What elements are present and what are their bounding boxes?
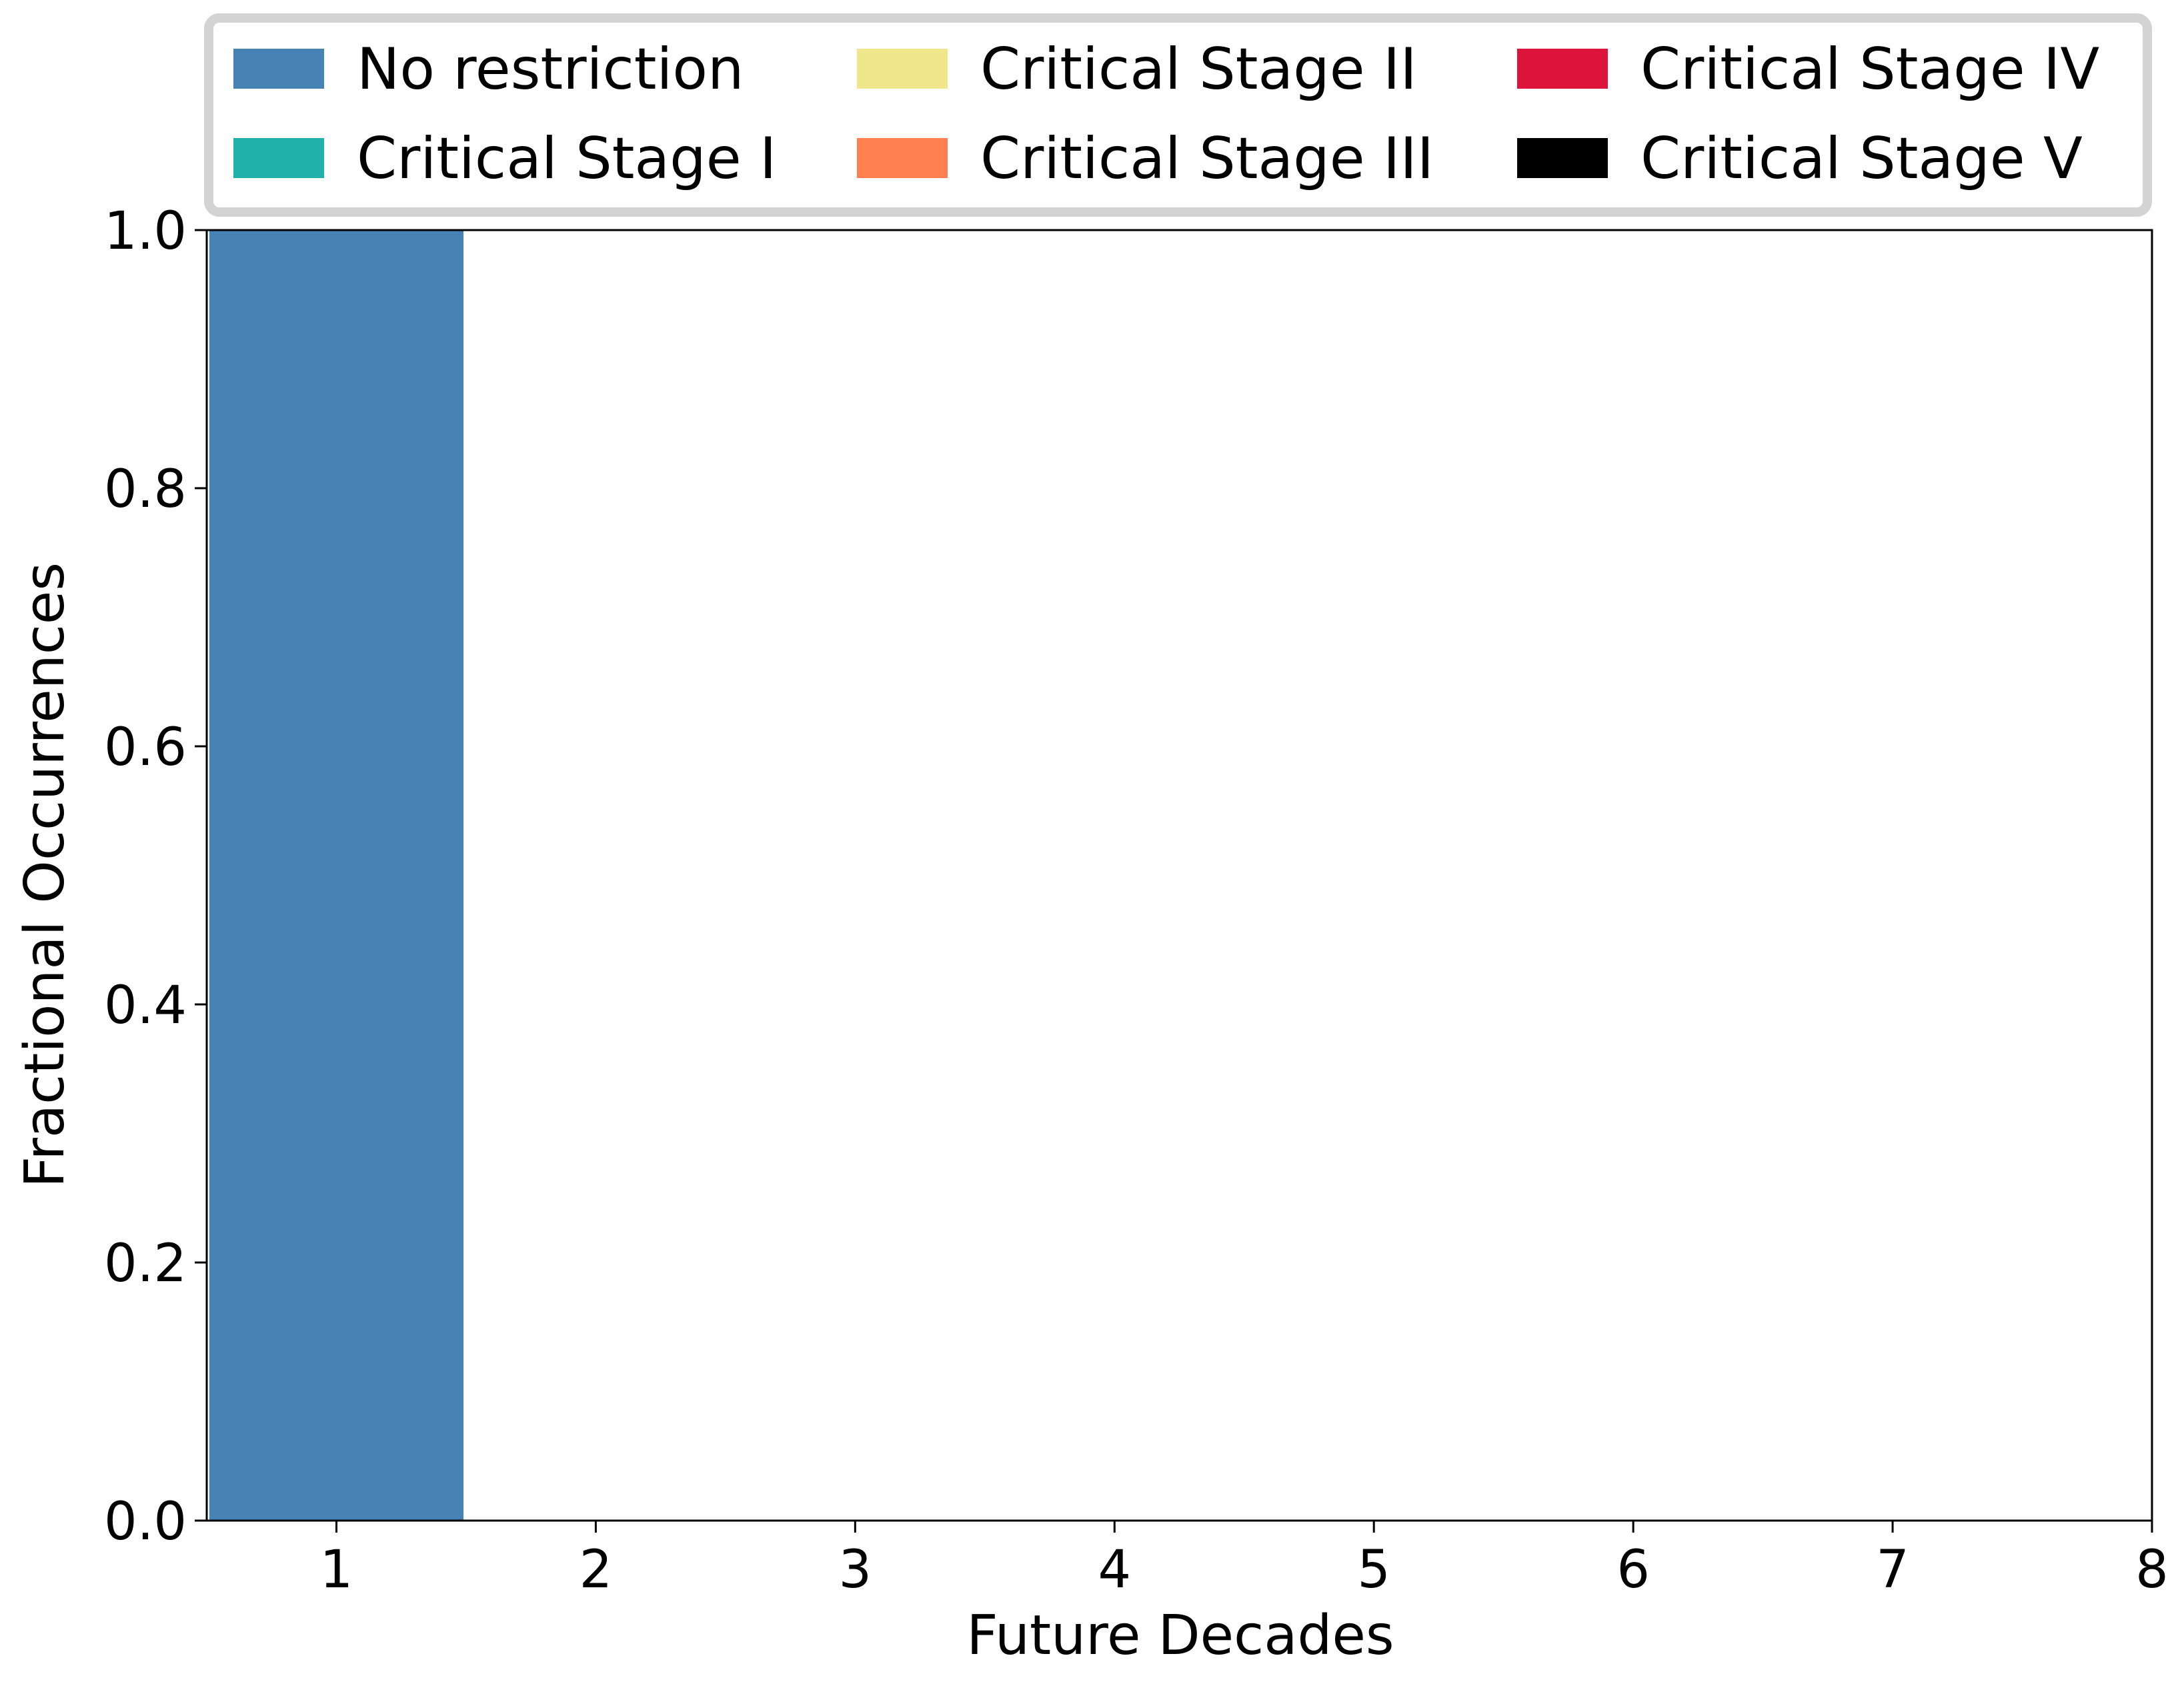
y-axis-label: Fractional Occurrences	[13, 562, 77, 1188]
x-axis-label: Future Decades	[966, 1604, 1394, 1667]
legend-label: Critical Stage V	[1641, 125, 2083, 192]
x-tick-label: 7	[1876, 1540, 1909, 1600]
legend-swatch-critical-stage-v	[1517, 138, 1608, 178]
legend-swatch-critical-stage-iii	[857, 138, 948, 178]
legend-label: Critical Stage I	[357, 125, 776, 192]
legend: No restriction Critical Stage I Critical S…	[204, 13, 2152, 217]
x-tick-label: 8	[2135, 1540, 2169, 1600]
x-tick-label: 2	[580, 1540, 613, 1600]
y-tick-label: 1.0	[104, 201, 187, 261]
legend-label: No restriction	[357, 36, 744, 103]
x-tick-label: 4	[1098, 1540, 1131, 1600]
legend-frame	[204, 13, 2152, 217]
y-tick-label: 0.6	[104, 718, 187, 778]
y-tick-label: 0.4	[104, 976, 187, 1036]
plot-area	[209, 230, 464, 1521]
y-axis: 0.0 0.2 0.4 0.6 0.8 1.0	[104, 201, 207, 1552]
y-tick-label: 0.8	[104, 460, 187, 520]
legend-label: Critical Stage III	[980, 125, 1434, 192]
x-tick-label: 6	[1616, 1540, 1650, 1600]
legend-swatch-critical-stage-i	[233, 138, 324, 178]
x-axis: 1 2 3 4 5 6 7 8	[320, 1521, 2169, 1600]
legend-label: Critical Stage IV	[1641, 36, 2099, 103]
x-tick-label: 5	[1357, 1540, 1390, 1600]
legend-swatch-critical-stage-ii	[857, 49, 948, 89]
legend-entries: No restriction Critical Stage I Critical S…	[233, 36, 2099, 192]
y-tick-label: 0.0	[104, 1492, 187, 1552]
bar-no-restriction-1	[209, 230, 464, 1521]
plot-frame	[205, 229, 2153, 1522]
y-tick-label: 0.2	[104, 1234, 187, 1294]
x-tick-label: 3	[839, 1540, 872, 1600]
x-tick-label: 1	[320, 1540, 353, 1600]
legend-swatch-no-restriction	[233, 49, 324, 89]
legend-swatch-critical-stage-iv	[1517, 49, 1608, 89]
legend-label: Critical Stage II	[980, 36, 1417, 103]
